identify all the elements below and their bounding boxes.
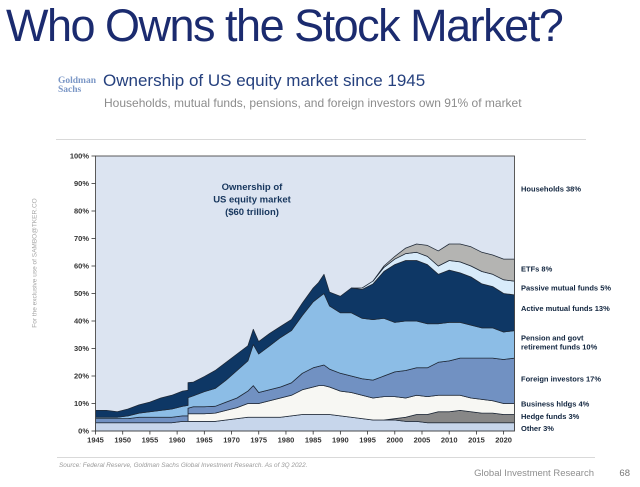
x-tick-label: 2020	[495, 436, 512, 445]
chart-header-subtitle: Households, mutual funds, pensions, and …	[104, 96, 522, 110]
y-tick-label: 50%	[74, 289, 89, 298]
y-tick-label: 30%	[74, 344, 89, 353]
x-tick-label: 2010	[441, 436, 458, 445]
series-label-foreign-investors-17-: Foreign investors 17%	[521, 374, 601, 383]
y-tick-label: 60%	[74, 262, 89, 271]
chart-annotation-line: Ownership of	[222, 182, 284, 193]
chart-annotation-line: ($60 trillion)	[225, 207, 279, 218]
page-number: 68	[619, 468, 630, 479]
x-tick-label: 1995	[359, 436, 376, 445]
ownership-chart: 0% 10% 20% 30% 40% 50% 60% 70% 80% 90% 100% 1945 195…	[70, 152, 612, 445]
series-label-retirement-funds-10-: retirement funds 10%	[521, 343, 598, 352]
x-tick-label: 1960	[169, 436, 186, 445]
y-tick-label: 70%	[74, 234, 89, 243]
x-tick-label: 1965	[196, 436, 213, 445]
chart-header-title: Ownership of US equity market since 1945	[103, 71, 426, 90]
source-note: Source: Federal Reserve, Goldman Sachs G…	[59, 462, 308, 469]
series-label-active-mutual-funds-13-: Active mutual funds 13%	[521, 304, 610, 313]
y-tick-label: 80%	[74, 207, 89, 216]
y-tick-label: 0%	[78, 427, 89, 436]
bottom-divider	[57, 457, 595, 458]
footer-brand: Global Investment Research	[474, 468, 594, 479]
y-tick-label: 20%	[74, 372, 89, 381]
series-label-etfs-8-: ETFs 8%	[521, 264, 553, 273]
x-tick-label: 1990	[332, 436, 349, 445]
x-tick-label: 2015	[468, 436, 485, 445]
slide-title: Who Owns the Stock Market?	[6, 0, 564, 51]
y-tick-label: 10%	[74, 399, 89, 408]
top-divider	[56, 139, 586, 140]
series-label-business-hldgs-4-: Business hldgs 4%	[521, 400, 590, 409]
series-label-households-38-: Households 38%	[521, 185, 581, 194]
x-tick-label: 1970	[223, 436, 240, 445]
series-label-pension-and-govt: Pension and govt	[521, 334, 584, 343]
y-tick-label: 90%	[74, 179, 89, 188]
x-tick-label: 1945	[87, 436, 104, 445]
x-tick-label: 1955	[142, 436, 159, 445]
x-tick-label: 1980	[278, 436, 295, 445]
chart-area: 0% 10% 20% 30% 40% 50% 60% 70% 80% 90% 100% 1945 195…	[0, 145, 640, 450]
x-tick-label: 2000	[386, 436, 403, 445]
x-tick-label: 1950	[114, 436, 131, 445]
y-tick-label: 100%	[70, 152, 90, 161]
x-tick-label: 1985	[305, 436, 322, 445]
chart-annotation-line: US equity market	[213, 195, 291, 206]
series-label-hedge-funds-3-: Hedge funds 3%	[521, 412, 580, 421]
x-tick-label: 1975	[250, 436, 267, 445]
y-tick-label: 40%	[74, 317, 89, 326]
logo-line-2: Sachs	[58, 84, 82, 95]
x-tick-label: 2005	[414, 436, 431, 445]
series-label-other-3-: Other 3%	[521, 424, 554, 433]
goldman-sachs-logo: Goldman Sachs	[58, 77, 96, 94]
series-label-passive-mutual-funds-5-: Passive mutual funds 5%	[521, 284, 611, 293]
logo-line-1: Goldman	[58, 76, 97, 86]
